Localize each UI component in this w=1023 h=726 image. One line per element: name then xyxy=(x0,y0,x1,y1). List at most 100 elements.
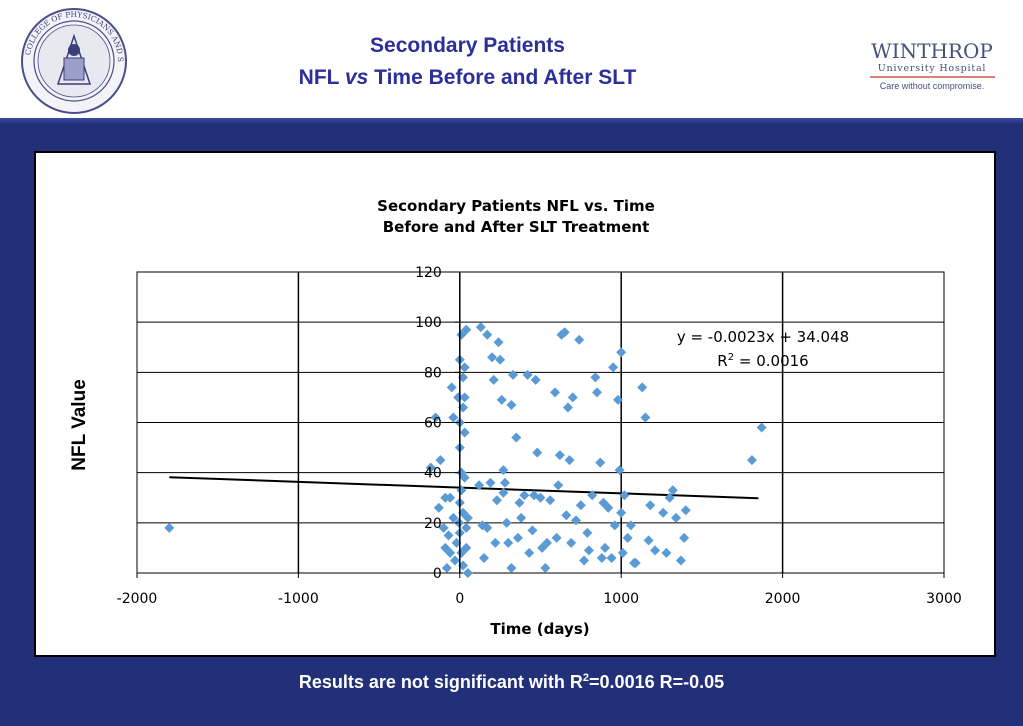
data-point xyxy=(596,552,607,563)
chart-title-line1: Secondary Patients NFL vs. Time xyxy=(377,197,655,215)
data-point xyxy=(556,329,567,340)
data-point xyxy=(608,362,619,373)
data-point xyxy=(629,557,640,568)
data-point xyxy=(164,522,175,533)
data-point xyxy=(514,497,525,508)
data-point xyxy=(591,387,602,398)
data-point xyxy=(746,455,757,466)
data-point xyxy=(461,522,472,533)
data-point xyxy=(545,495,556,506)
r-squared-label: R2 = 0.0016 xyxy=(717,352,808,370)
data-point xyxy=(512,532,523,543)
data-point xyxy=(448,512,459,523)
data-point xyxy=(433,502,444,513)
slide-title: Secondary Patients NFL vs Time Before an… xyxy=(230,30,705,94)
x-tick-label: 0 xyxy=(455,591,464,607)
data-point xyxy=(571,515,582,526)
data-point xyxy=(680,505,691,516)
title-italic: vs xyxy=(344,66,369,89)
data-point xyxy=(529,490,540,501)
data-point xyxy=(582,527,593,538)
data-point xyxy=(490,537,501,548)
data-point xyxy=(530,374,541,385)
data-point xyxy=(506,399,517,410)
footer-suffix: =0.0016 R=-0.05 xyxy=(589,672,725,692)
data-point xyxy=(456,467,467,478)
winthrop-logo: WINTHROP University Hospital Care withou… xyxy=(870,39,995,91)
data-point xyxy=(606,552,617,563)
data-point xyxy=(506,562,517,573)
y-tick-label: 60 xyxy=(424,416,442,432)
data-point xyxy=(462,512,473,523)
data-point xyxy=(462,568,473,578)
data-point xyxy=(487,352,498,363)
data-point xyxy=(441,562,452,573)
data-point xyxy=(522,369,533,380)
data-point xyxy=(664,492,675,503)
r2-sup: 2 xyxy=(728,352,734,363)
data-point xyxy=(479,552,490,563)
data-point xyxy=(448,412,459,423)
data-point xyxy=(474,480,485,491)
data-point xyxy=(658,507,669,518)
data-point xyxy=(482,522,493,533)
data-point xyxy=(499,477,510,488)
data-point xyxy=(519,490,530,501)
data-point xyxy=(616,507,627,518)
chart-title-line2: Before and After SLT Treatment xyxy=(383,218,650,236)
y-tick-label: 0 xyxy=(433,566,442,582)
scatter-chart: Secondary Patients NFL vs. Time Before a… xyxy=(69,197,962,638)
data-point xyxy=(616,347,627,358)
slide-title-line1: Secondary Patients xyxy=(370,34,565,57)
data-point xyxy=(553,480,564,491)
data-point xyxy=(561,510,572,521)
data-point xyxy=(440,492,451,503)
data-point xyxy=(501,517,512,528)
data-point xyxy=(579,555,590,566)
x-axis-label: Time (days) xyxy=(490,620,589,638)
data-point xyxy=(475,322,486,333)
slide-header: COLLEGE OF PHYSICIANS AND SURGEONS · COL… xyxy=(0,0,1023,122)
data-point xyxy=(675,555,686,566)
data-point xyxy=(583,545,594,556)
logo-name: WINTHROP xyxy=(871,39,993,63)
r2-suffix: = 0.0016 xyxy=(734,352,809,370)
data-point xyxy=(496,394,507,405)
data-point xyxy=(485,477,496,488)
data-point xyxy=(574,334,585,345)
y-tick-label: 80 xyxy=(424,365,442,381)
header-band xyxy=(0,118,1023,124)
data-point xyxy=(491,495,502,506)
data-point xyxy=(590,372,601,383)
data-point xyxy=(488,374,499,385)
data-point xyxy=(566,537,577,548)
data-point xyxy=(612,394,623,405)
data-point xyxy=(619,490,630,501)
data-point xyxy=(562,402,573,413)
data-point xyxy=(508,369,519,380)
data-point xyxy=(459,392,470,403)
y-tick-label: 100 xyxy=(415,315,442,331)
data-point xyxy=(541,537,552,548)
data-point xyxy=(435,455,446,466)
x-tick-label: -1000 xyxy=(278,591,319,607)
data-point xyxy=(559,327,570,338)
data-point xyxy=(532,447,543,458)
data-point xyxy=(482,329,493,340)
logo-subtitle: University Hospital xyxy=(878,63,987,74)
logo-tagline: Care without compromise. xyxy=(880,81,985,91)
data-point xyxy=(527,525,538,536)
data-point xyxy=(550,387,561,398)
data-point xyxy=(603,502,614,513)
data-point xyxy=(516,512,527,523)
data-point xyxy=(551,532,562,543)
data-point xyxy=(625,520,636,531)
trendline-equation: y = -0.0023x + 34.048 xyxy=(677,328,849,346)
y-tick-label: 40 xyxy=(424,466,442,482)
data-point xyxy=(567,392,578,403)
data-point xyxy=(461,542,472,553)
x-tick-label: 2000 xyxy=(765,591,801,607)
data-point xyxy=(622,532,633,543)
data-point xyxy=(575,500,586,511)
y-tick-label: 20 xyxy=(424,516,442,532)
